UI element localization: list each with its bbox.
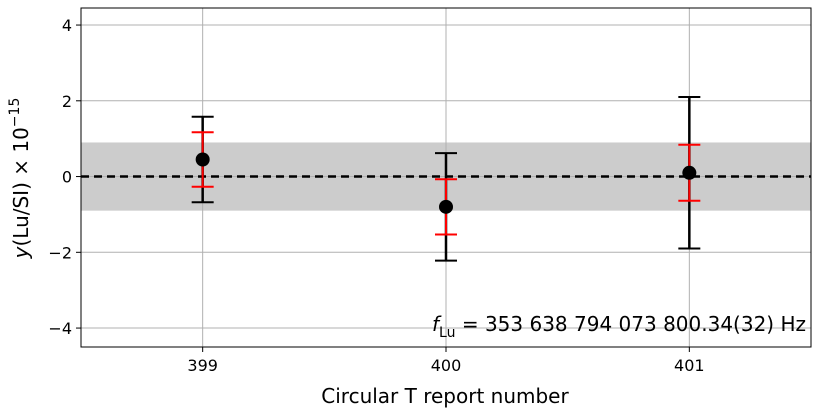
x-axis-label: Circular T report number	[321, 384, 569, 408]
data-point	[439, 199, 453, 214]
x-tick-label: 399	[187, 356, 218, 375]
y-tick-label: 4	[62, 16, 72, 35]
annotation-text: = 353 638 794 073 800.34(32) Hz	[455, 312, 806, 336]
y-tick-label: 2	[62, 92, 72, 111]
x-tick-label: 400	[431, 356, 462, 375]
y-tick-label: −4	[48, 319, 72, 338]
data-point	[682, 165, 697, 180]
annotation-symbol: f	[432, 312, 442, 336]
y-label-text: (Lu/SI) × 10	[9, 127, 33, 246]
y-label-symbol: y	[9, 245, 33, 259]
y-axis-label: y(Lu/SI) × 10−15	[7, 98, 33, 260]
annotation-subscript: Lu	[439, 325, 455, 341]
y-tick-label: −2	[48, 243, 72, 262]
plot-frame	[80, 7, 812, 348]
data-point	[195, 152, 210, 167]
x-tick-label: 401	[674, 356, 705, 375]
y-tick-label: 0	[62, 168, 72, 187]
y-label-exponent: −15	[7, 98, 23, 128]
annotation: fLu = 353 638 794 073 800.34(32) Hz	[432, 312, 806, 341]
